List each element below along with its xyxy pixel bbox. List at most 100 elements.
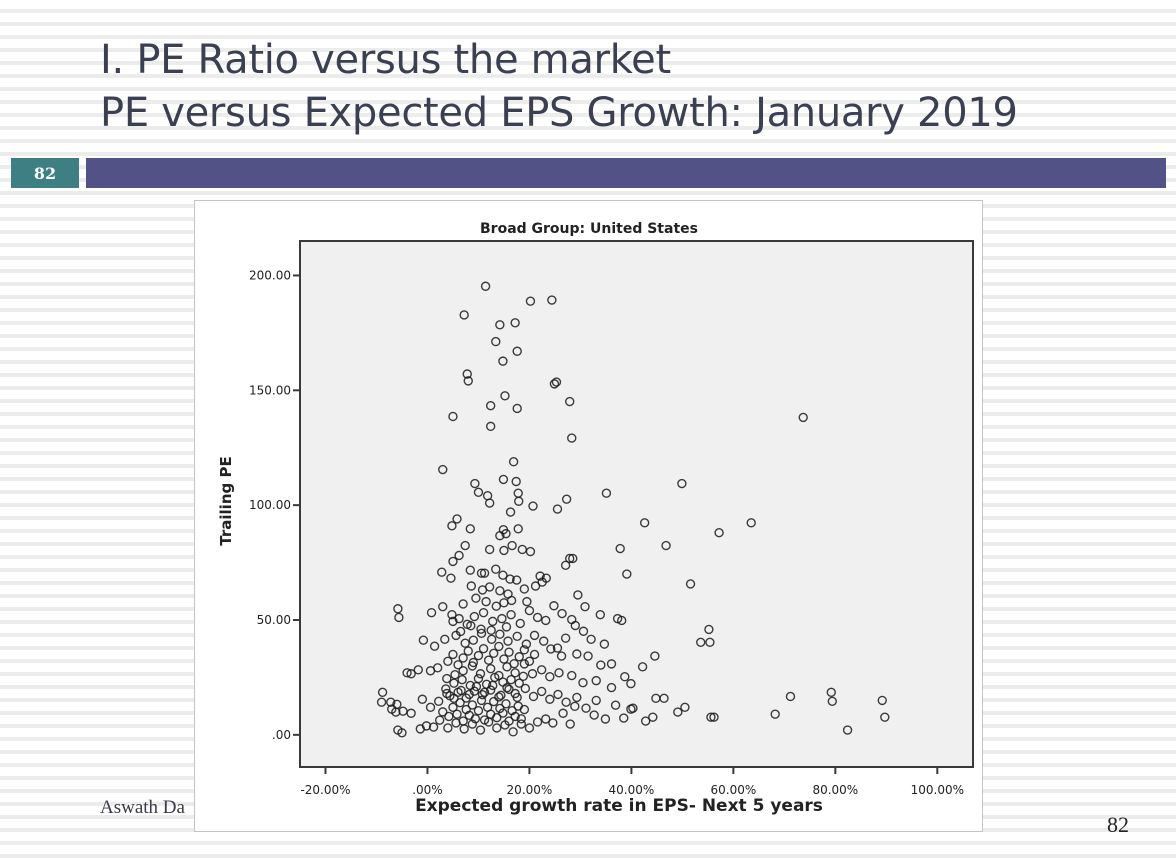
data-point (568, 553, 578, 564)
data-point (498, 474, 509, 485)
data-point (600, 714, 611, 724)
data-point (473, 487, 484, 497)
data-point (397, 728, 407, 738)
data-point (471, 593, 481, 603)
data-point (518, 671, 529, 681)
x-tick-label: 40.00% (609, 783, 655, 797)
data-point (547, 295, 557, 305)
data-point (497, 613, 507, 624)
data-point (475, 669, 486, 679)
data-point (528, 691, 539, 702)
data-point (606, 682, 617, 693)
data-point (489, 648, 499, 659)
data-point (606, 659, 617, 669)
plot-area (299, 240, 974, 768)
data-point (421, 721, 432, 731)
data-point (507, 540, 517, 551)
x-tick-label: 80.00% (812, 783, 858, 797)
data-point (565, 719, 575, 729)
slide-title-line-2: PE versus Expected EPS Growth: January 2… (100, 90, 1018, 136)
data-point (508, 457, 519, 467)
data-point (565, 396, 575, 407)
data-point (454, 613, 464, 624)
data-point (394, 612, 404, 623)
data-point (519, 645, 530, 655)
x-tick-label: 60.00% (710, 783, 756, 797)
data-point (599, 639, 610, 649)
chart-title: Broad Group: United States (480, 221, 698, 237)
data-point (492, 723, 502, 733)
data-point (386, 697, 396, 707)
data-point (492, 712, 502, 723)
data-point (545, 672, 555, 682)
data-point (466, 621, 476, 631)
data-point (445, 691, 455, 701)
data-point (746, 518, 756, 528)
data-point (468, 635, 479, 645)
data-point (537, 577, 547, 587)
data-point (406, 708, 416, 718)
slide-title: I. PE Ratio versus the market PE versus … (100, 34, 1018, 140)
data-point (519, 659, 530, 669)
data-point (484, 544, 495, 555)
data-point (536, 665, 547, 675)
data-point (500, 391, 510, 401)
data-point (488, 616, 498, 627)
data-point (466, 581, 477, 591)
data-point (476, 695, 487, 706)
data-point (448, 649, 458, 660)
data-point (541, 615, 551, 626)
data-point (704, 624, 714, 635)
data-point (532, 717, 543, 727)
data-point (512, 403, 522, 414)
slide-number-badge: 82 (11, 158, 79, 188)
data-point (501, 528, 511, 539)
data-point (483, 655, 494, 665)
data-point (476, 624, 486, 634)
data-point (546, 644, 556, 654)
data-point (567, 670, 577, 681)
data-point (586, 634, 596, 644)
data-point (511, 476, 521, 487)
data-point (706, 712, 716, 722)
data-point (505, 507, 516, 517)
data-point (705, 637, 715, 647)
data-point (485, 400, 496, 411)
data-point (428, 722, 439, 732)
data-point (402, 668, 412, 678)
data-point (714, 528, 724, 538)
data-point (440, 634, 450, 644)
data-point (709, 712, 719, 722)
data-point (521, 639, 532, 649)
data-point (502, 683, 512, 693)
data-point (393, 604, 403, 614)
data-point (506, 610, 516, 620)
data-point (589, 710, 599, 720)
data-point (520, 683, 531, 694)
data-point (468, 657, 479, 668)
data-point (448, 702, 458, 712)
data-point (460, 638, 470, 648)
data-point (610, 700, 621, 710)
data-point (650, 651, 660, 661)
data-point (473, 706, 484, 716)
data-point (444, 711, 454, 722)
data-point (570, 701, 580, 712)
data-point (696, 637, 706, 647)
data-point (484, 582, 495, 592)
data-point (495, 629, 505, 639)
y-axis: .00 50.00 100.00 150.00 200.00 (249, 268, 300, 742)
data-point (377, 687, 388, 698)
data-point (476, 568, 487, 578)
data-point (413, 665, 423, 675)
data-point (487, 634, 497, 644)
data-point (551, 377, 562, 387)
data-point (770, 709, 780, 719)
data-point (478, 644, 489, 654)
data-point (522, 596, 532, 607)
data-point (442, 673, 452, 684)
data-point (455, 697, 465, 708)
data-point (510, 711, 520, 722)
data-point (462, 369, 472, 379)
data-point (459, 310, 469, 320)
